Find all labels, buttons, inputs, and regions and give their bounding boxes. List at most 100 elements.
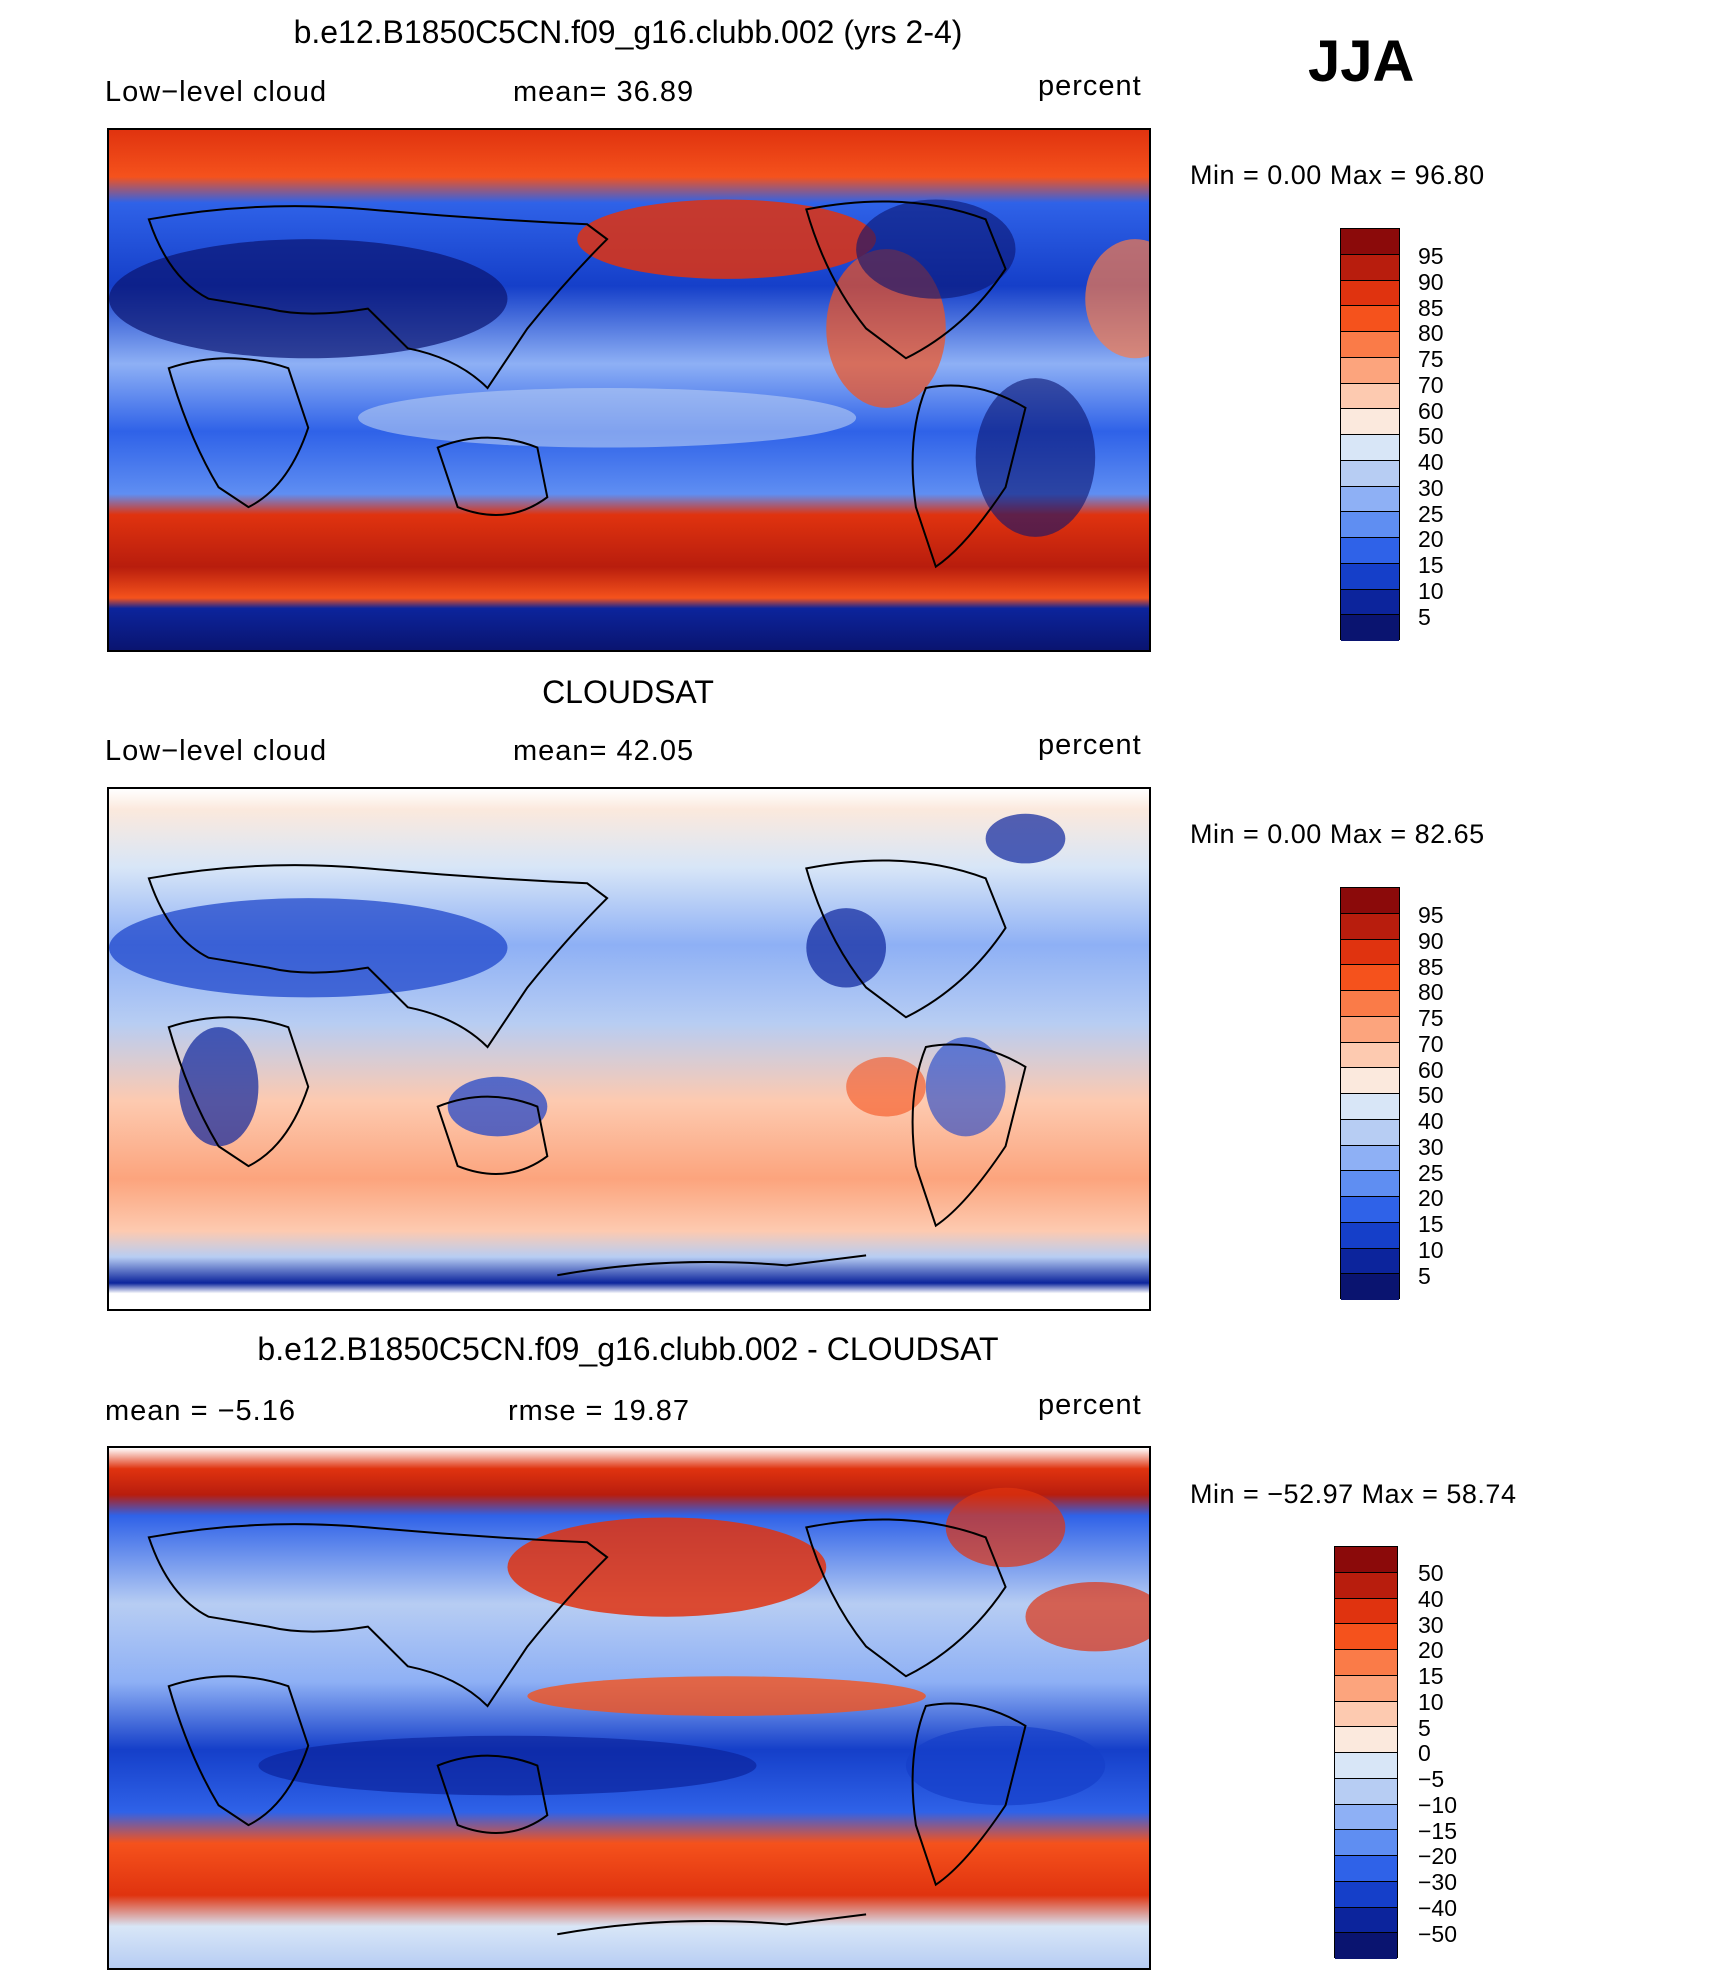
colorbar-swatch <box>1335 1830 1397 1856</box>
colorbar-swatch <box>1341 435 1399 461</box>
colorbar-tick-label: 30 <box>1418 1133 1444 1160</box>
colorbar-swatch <box>1341 1274 1399 1300</box>
panel3-mean-label: mean = −5.16 <box>105 1395 296 1427</box>
colorbar-tick-label: 30 <box>1418 1611 1444 1638</box>
colorbar-tick-label: −15 <box>1418 1817 1458 1844</box>
colorbar-swatch <box>1335 1547 1397 1573</box>
colorbar-tick-label: 20 <box>1418 1637 1444 1664</box>
colorbar-swatch <box>1341 229 1399 255</box>
colorbar-tick-label: 10 <box>1418 577 1444 604</box>
colorbar-swatch <box>1341 939 1399 966</box>
colorbar-swatch <box>1341 538 1399 564</box>
colorbar-tick-label: 70 <box>1418 1030 1444 1057</box>
season-label: JJA <box>1308 29 1415 94</box>
colorbar-tick-label: 85 <box>1418 953 1444 980</box>
colorbar-tick-label: 30 <box>1418 474 1444 501</box>
colorbar-tick-label: 20 <box>1418 1185 1444 1212</box>
panel3-title: b.e12.B1850C5CN.f09_g16.clubb.002 - CLOU… <box>257 1331 999 1367</box>
colorbar-swatch <box>1341 357 1399 384</box>
colorbar-swatch <box>1341 1068 1399 1094</box>
colorbar-swatch <box>1341 888 1399 914</box>
colorbar-tick-label: 50 <box>1418 1082 1444 1109</box>
colorbar-tick-label: 10 <box>1418 1688 1444 1715</box>
colorbar-swatch <box>1341 913 1399 940</box>
colorbar-swatch <box>1335 1753 1397 1779</box>
colorbar-swatch <box>1341 1016 1399 1043</box>
colorbar-tick-label: 80 <box>1418 320 1444 347</box>
colorbar-swatch <box>1341 306 1399 332</box>
colorbar-tick-label: 50 <box>1418 1560 1444 1586</box>
colorbar-tick-label: 40 <box>1418 1108 1444 1134</box>
colorbar-swatch <box>1335 1933 1397 1959</box>
colorbar-swatch <box>1341 1222 1399 1249</box>
colorbar-tick-label: 60 <box>1418 1056 1444 1083</box>
panel1-mean-label: mean= 36.89 <box>513 76 695 108</box>
panel1-variable-label: Low−level cloud <box>105 76 328 108</box>
colorbar-swatch <box>1341 332 1399 358</box>
colorbar-swatch <box>1341 383 1399 410</box>
colorbar-swatch <box>1335 1907 1397 1934</box>
colorbar-swatch <box>1341 409 1399 435</box>
colorbar-swatch <box>1341 1171 1399 1197</box>
panel2-map <box>107 787 1151 1311</box>
colorbar-tick-label: −50 <box>1418 1920 1458 1947</box>
colorbar-swatch <box>1335 1804 1397 1831</box>
colorbar-swatch <box>1341 563 1399 590</box>
colorbar-swatch <box>1341 460 1399 487</box>
colorbar-tick-label: 25 <box>1418 1159 1444 1186</box>
colorbar-tick-label: 40 <box>1418 1585 1444 1612</box>
panel1-title: b.e12.B1850C5CN.f09_g16.clubb.002 (yrs 2… <box>293 14 963 50</box>
colorbar-tick-label: 25 <box>1418 500 1444 527</box>
colorbar-tick-label: 80 <box>1418 979 1444 1006</box>
colorbar-swatch <box>1341 1145 1399 1172</box>
panel2-title: CLOUDSAT <box>542 674 714 710</box>
panel2-minmax: Min = 0.00 Max = 82.65 <box>1190 819 1485 849</box>
colorbar-swatch <box>1341 991 1399 1017</box>
panel3-map <box>107 1446 1151 1970</box>
colorbar-swatch <box>1341 280 1399 307</box>
colorbar-swatch <box>1341 1042 1399 1069</box>
panel2-colorbar <box>1340 887 1400 1300</box>
colorbar-tick-label: 5 <box>1418 603 1431 630</box>
colorbar-tick-label: 50 <box>1418 423 1444 450</box>
colorbar-tick-label: 40 <box>1418 449 1444 475</box>
panel1-map <box>107 128 1151 652</box>
colorbar-tick-label: −10 <box>1418 1791 1458 1818</box>
colorbar-swatch <box>1335 1572 1397 1599</box>
colorbar-tick-label: 95 <box>1418 902 1444 928</box>
panel2-variable-label: Low−level cloud <box>105 735 328 767</box>
panel3-minmax: Min = −52.97 Max = 58.74 <box>1190 1479 1517 1509</box>
colorbar-swatch <box>1335 1675 1397 1702</box>
panel2-units-label: percent <box>1038 729 1142 761</box>
colorbar-tick-label: 90 <box>1418 927 1444 954</box>
colorbar-swatch <box>1335 1701 1397 1728</box>
colorbar-swatch <box>1335 1778 1397 1805</box>
colorbar-tick-label: −20 <box>1418 1843 1458 1870</box>
colorbar-tick-label: 70 <box>1418 371 1444 398</box>
colorbar-swatch <box>1341 1119 1399 1146</box>
panel3-rmse-label: rmse = 19.87 <box>508 1395 691 1427</box>
colorbar-tick-label: −5 <box>1418 1766 1445 1792</box>
colorbar-tick-label: 5 <box>1418 1262 1431 1289</box>
colorbar-tick-label: 10 <box>1418 1236 1444 1263</box>
colorbar-swatch <box>1335 1624 1397 1650</box>
colorbar-tick-label: 95 <box>1418 243 1444 269</box>
colorbar-tick-label: −30 <box>1418 1869 1458 1895</box>
colorbar-swatch <box>1341 965 1399 991</box>
colorbar-swatch <box>1335 1650 1397 1676</box>
panel2-mean-label: mean= 42.05 <box>513 735 695 767</box>
colorbar-tick-label: 20 <box>1418 526 1444 553</box>
colorbar-swatch <box>1341 254 1399 281</box>
panel3-colorbar <box>1334 1546 1398 1959</box>
panel3-units-label: percent <box>1038 1389 1142 1421</box>
colorbar-tick-label: 15 <box>1418 1663 1444 1689</box>
panel1-units-label: percent <box>1038 70 1142 102</box>
colorbar-tick-label: 15 <box>1418 1211 1444 1237</box>
colorbar-swatch <box>1341 589 1399 616</box>
colorbar-swatch <box>1335 1727 1397 1753</box>
colorbar-tick-label: 75 <box>1418 346 1444 372</box>
colorbar-tick-label: −40 <box>1418 1894 1458 1921</box>
colorbar-tick-label: 0 <box>1418 1740 1431 1767</box>
colorbar-swatch <box>1341 1248 1399 1275</box>
panel1-minmax: Min = 0.00 Max = 96.80 <box>1190 160 1485 190</box>
